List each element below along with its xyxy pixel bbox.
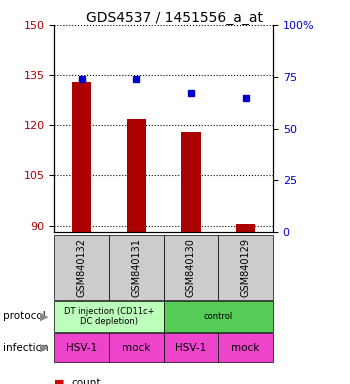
Text: mock: mock bbox=[122, 343, 150, 353]
Text: GDS4537 / 1451556_a_at: GDS4537 / 1451556_a_at bbox=[86, 11, 264, 25]
Text: ■: ■ bbox=[54, 378, 65, 384]
Text: HSV-1: HSV-1 bbox=[175, 343, 206, 353]
Text: GSM840129: GSM840129 bbox=[241, 238, 251, 297]
Text: control: control bbox=[204, 312, 233, 321]
Text: ▶: ▶ bbox=[40, 343, 48, 353]
Text: infection: infection bbox=[4, 343, 49, 353]
Text: HSV-1: HSV-1 bbox=[66, 343, 97, 353]
Text: DT injection (CD11c+
DC depletion): DT injection (CD11c+ DC depletion) bbox=[64, 307, 154, 326]
Text: GSM840130: GSM840130 bbox=[186, 238, 196, 297]
Text: mock: mock bbox=[231, 343, 260, 353]
Text: GSM840132: GSM840132 bbox=[77, 238, 86, 297]
Text: protocol: protocol bbox=[4, 311, 46, 321]
Text: count: count bbox=[72, 378, 101, 384]
Bar bbox=[181, 132, 201, 232]
Bar bbox=[72, 82, 91, 232]
Bar bbox=[236, 224, 255, 232]
Bar bbox=[127, 119, 146, 232]
Text: GSM840131: GSM840131 bbox=[131, 238, 141, 297]
Text: ▶: ▶ bbox=[40, 311, 48, 321]
